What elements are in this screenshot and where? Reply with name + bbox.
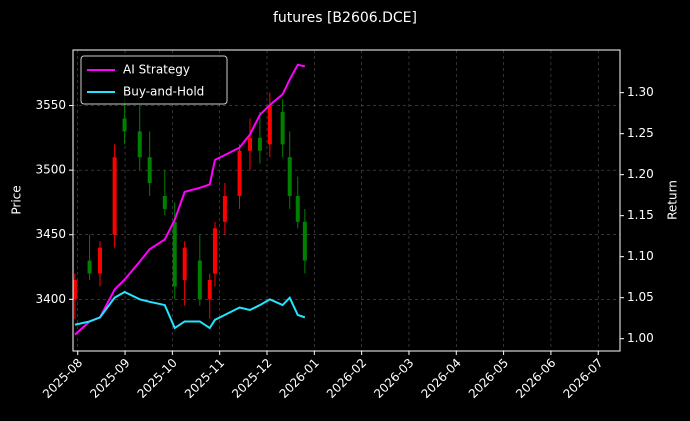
candle-body bbox=[257, 137, 262, 151]
candle-body bbox=[97, 247, 102, 274]
chart-title: futures [B2606.DCE] bbox=[273, 10, 417, 26]
y2-axis-label: Return bbox=[666, 180, 680, 220]
candle-body bbox=[302, 221, 307, 261]
candle-body bbox=[87, 260, 92, 274]
candle-body bbox=[172, 221, 177, 287]
candle-body bbox=[137, 131, 142, 158]
legend-label: AI Strategy bbox=[123, 63, 190, 77]
candle-body bbox=[147, 157, 152, 184]
candle-body bbox=[247, 137, 252, 151]
candle-body bbox=[287, 157, 292, 196]
candle-body bbox=[212, 228, 217, 274]
plot-frame bbox=[72, 49, 621, 352]
candle-body bbox=[197, 260, 202, 300]
y-tick-label: 3450 bbox=[35, 227, 66, 241]
y2-tick-label: 1.05 bbox=[627, 290, 654, 304]
y2-tick-label: 1.00 bbox=[627, 331, 654, 345]
candle-body bbox=[162, 195, 167, 209]
line-series bbox=[74, 63, 306, 336]
candle-body bbox=[280, 112, 285, 145]
y2-tick-label: 1.15 bbox=[627, 208, 654, 222]
candle-body bbox=[112, 157, 117, 235]
y-tick-label: 3400 bbox=[35, 292, 66, 306]
candle-body bbox=[267, 105, 272, 145]
candle-body bbox=[182, 247, 187, 280]
legend-label: Buy-and-Hold bbox=[123, 85, 204, 99]
line-series bbox=[74, 290, 306, 330]
candle-body bbox=[122, 118, 127, 132]
y2-tick-label: 1.20 bbox=[627, 167, 654, 181]
y-tick-label: 3500 bbox=[35, 163, 66, 177]
candle-body bbox=[295, 195, 300, 222]
y2-tick-label: 1.10 bbox=[627, 249, 654, 263]
candle-body bbox=[207, 279, 212, 300]
y-axis-label: Price bbox=[10, 185, 24, 214]
candle-body bbox=[72, 279, 77, 300]
y-tick-label: 3550 bbox=[35, 98, 66, 112]
legend-box bbox=[80, 55, 228, 105]
candle-body bbox=[222, 195, 227, 222]
y2-tick-label: 1.30 bbox=[627, 85, 654, 99]
candle-body bbox=[237, 150, 242, 196]
y2-tick-label: 1.25 bbox=[627, 126, 654, 140]
